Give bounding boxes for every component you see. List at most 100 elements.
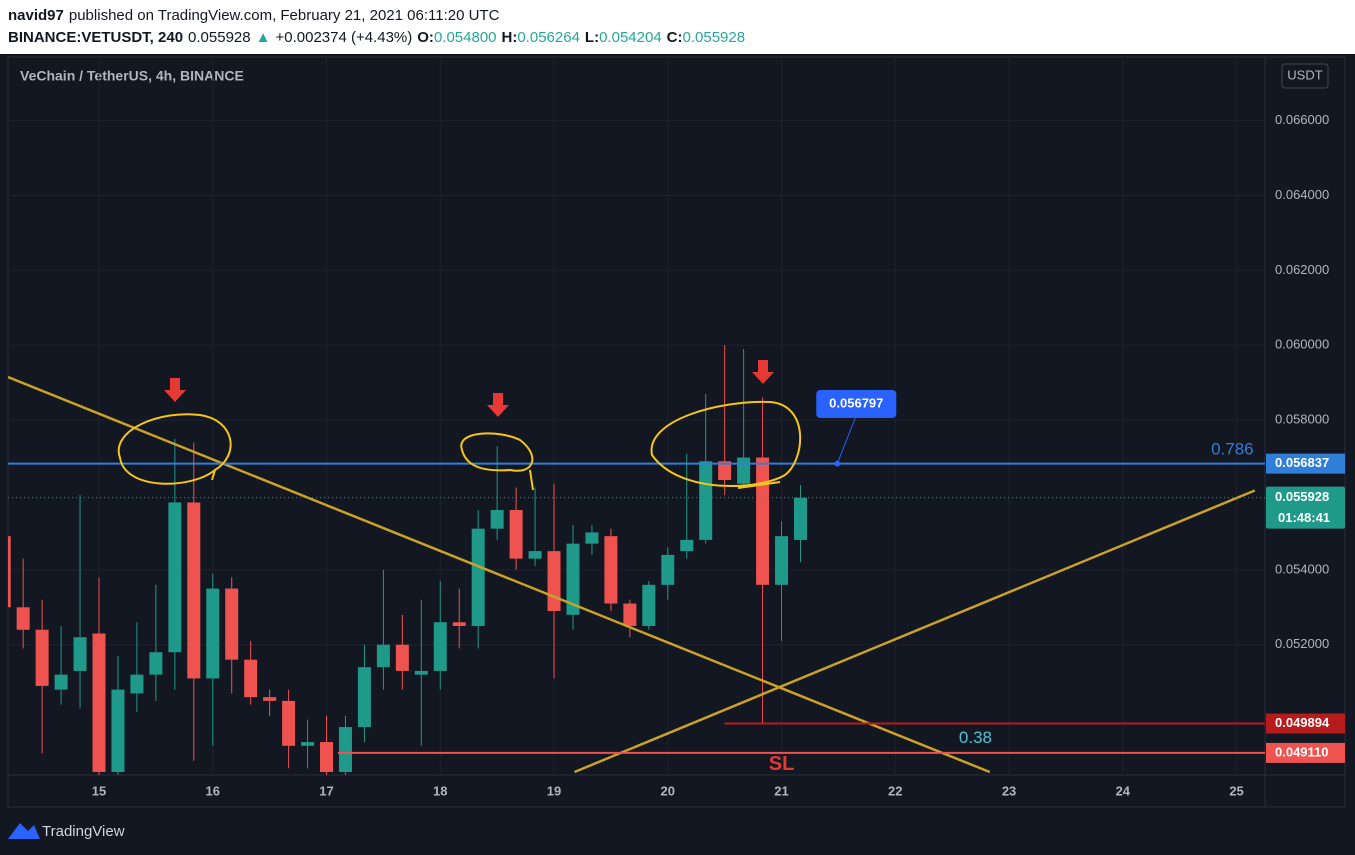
- candle-body: [452, 622, 466, 627]
- down-arrow: [164, 378, 186, 402]
- candle-body: [528, 551, 542, 559]
- candle-body: [206, 588, 220, 679]
- y-tick-label: 0.064000: [1275, 187, 1329, 202]
- header-bar: [0, 0, 1355, 54]
- x-tick-label: 20: [661, 783, 675, 798]
- candle-body: [604, 536, 618, 604]
- candle-body: [16, 607, 30, 630]
- x-tick-label: 23: [1002, 783, 1016, 798]
- candle-body: [263, 697, 277, 701]
- candle-body: [187, 502, 201, 679]
- candle-body: [282, 700, 296, 746]
- callout-anchor: [834, 460, 841, 467]
- x-tick-label: 15: [92, 783, 106, 798]
- trend-line: [574, 489, 1256, 774]
- circle-mark: [460, 432, 534, 491]
- x-tick-label: 21: [774, 783, 788, 798]
- candle-body: [642, 584, 656, 627]
- callout-label: 0.056797: [829, 395, 883, 410]
- quote-field: +0.002374 (+4.43%): [275, 29, 412, 46]
- callout-box: [816, 390, 897, 418]
- candle-body: [509, 509, 523, 559]
- x-tick-label: 22: [888, 783, 902, 798]
- quote-field: O:: [417, 29, 434, 46]
- candle-body: [661, 554, 675, 585]
- candle-body: [737, 457, 751, 484]
- candle-body: [547, 551, 561, 612]
- last-price-tag: [1266, 486, 1345, 529]
- quote-field: L:: [585, 29, 599, 46]
- candle-body: [471, 528, 485, 627]
- quote-field: BINANCE:VETUSDT, 240: [8, 29, 183, 46]
- level-label: 0.056837: [1275, 455, 1329, 470]
- candle-body: [775, 536, 789, 585]
- quote-field: 0.054800: [434, 29, 497, 46]
- annotation: 0.786: [1211, 440, 1254, 459]
- candle-body: [320, 742, 334, 772]
- candle-body: [566, 543, 580, 615]
- quote-field: 0.055928: [683, 29, 746, 46]
- callout-leader: [836, 417, 856, 464]
- countdown: 01:48:41: [1278, 510, 1330, 525]
- x-tick-label: 18: [433, 783, 447, 798]
- candle-body: [225, 588, 239, 660]
- y-tick-label: 0.062000: [1275, 262, 1329, 277]
- candle-body: [699, 461, 713, 540]
- chart-title: VeChain / TetherUS, 4h, BINANCE: [20, 68, 244, 84]
- candle-body: [149, 652, 163, 675]
- candle-body: [794, 497, 808, 540]
- hand-drawings: [117, 400, 802, 491]
- level-tag: [1266, 453, 1345, 474]
- candle-body: [8, 536, 11, 608]
- y-tick-label: 0.052000: [1275, 636, 1329, 651]
- down-arrow: [487, 393, 509, 417]
- last-price-label: 0.055928: [1275, 489, 1329, 504]
- candle-body: [585, 532, 599, 544]
- x-tick-label: 25: [1229, 783, 1243, 798]
- currency: USDT: [1287, 67, 1322, 82]
- level-label: 0.049110: [1275, 744, 1329, 759]
- candle-body: [756, 457, 770, 585]
- brand: TradingView: [42, 823, 125, 840]
- candle-body: [92, 633, 106, 772]
- x-tick-label: 19: [547, 783, 561, 798]
- candle-body: [35, 629, 49, 686]
- candle-body: [73, 637, 87, 671]
- candle-body: [244, 659, 258, 698]
- trend-line: [8, 375, 991, 774]
- publish-line: navid97 published on TradingView.com, Feb…: [8, 7, 500, 24]
- y-tick-label: 0.060000: [1275, 337, 1329, 352]
- y-tick-label: 0.066000: [1275, 112, 1329, 127]
- quote-field: 0.055928: [188, 29, 251, 46]
- author: navid97: [8, 7, 64, 24]
- candle-body: [357, 667, 371, 728]
- candle-body: [54, 674, 68, 690]
- y-tick-label: 0.058000: [1275, 412, 1329, 427]
- candle-body: [490, 509, 504, 529]
- circle-mark: [117, 413, 232, 485]
- candle-body: [433, 622, 447, 671]
- quote-field: C:: [667, 29, 683, 46]
- level-label: 0.049894: [1275, 715, 1330, 730]
- candle-body: [623, 603, 637, 627]
- candle-body: [168, 502, 182, 653]
- candle-body: [130, 674, 144, 694]
- candle-body: [376, 644, 390, 668]
- annotation: SL: [769, 753, 795, 775]
- candle-body: [718, 461, 732, 481]
- candle-body: [414, 670, 428, 675]
- quote-line: BINANCE:VETUSDT, 240 0.055928 ▲ +0.002374 (…: [8, 29, 745, 46]
- x-tick-label: 24: [1116, 783, 1131, 798]
- currency-box: [1281, 63, 1329, 89]
- candle-body: [680, 539, 694, 552]
- circle-mark: [650, 400, 802, 489]
- arrows: [164, 360, 774, 417]
- annotation: 0.38: [959, 728, 992, 747]
- published: published on TradingView.com, February 2…: [69, 7, 500, 24]
- chart-panel: [7, 56, 1346, 808]
- candle-body: [301, 742, 315, 746]
- x-tick-label: 17: [319, 783, 333, 798]
- x-tick-label: 16: [206, 783, 220, 798]
